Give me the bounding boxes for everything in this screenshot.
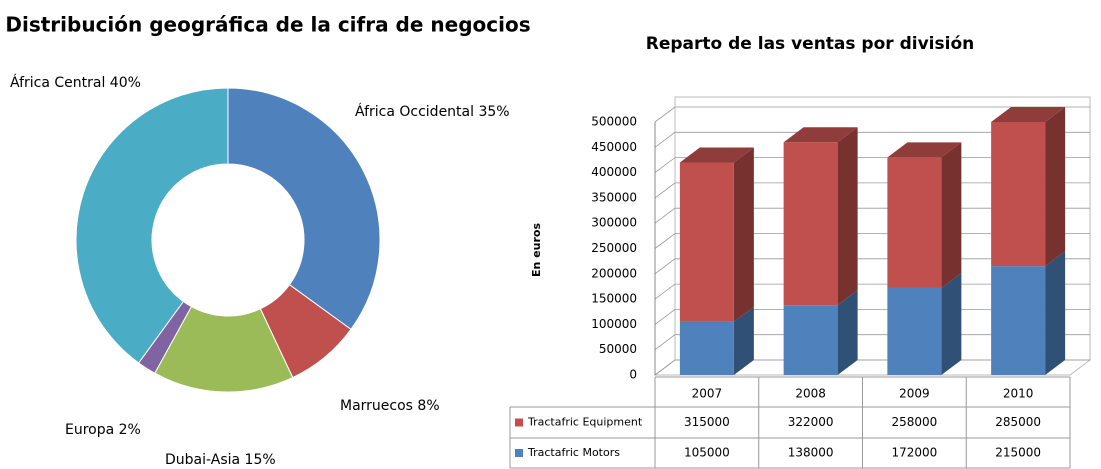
y-tick-label: 50000	[599, 342, 637, 356]
table-value: 315000	[684, 415, 730, 429]
bar-top	[679, 147, 754, 163]
grid-line	[654, 131, 1090, 148]
bar	[887, 287, 942, 375]
y-tick-label: 100000	[591, 317, 637, 331]
bar	[887, 157, 942, 288]
x-tick-label: 2009	[899, 387, 930, 401]
donut-slice	[75, 87, 229, 364]
slice-label: Europa 2%	[65, 422, 141, 438]
donut-slice	[227, 87, 381, 331]
bar-side	[941, 142, 962, 288]
legend-label: Tractafric Motors	[527, 446, 620, 459]
x-tick-label: 2007	[692, 387, 723, 401]
bar	[991, 122, 1046, 267]
bar-top	[887, 142, 962, 158]
y-tick-label: 450000	[591, 140, 637, 154]
x-tick-label: 2010	[1003, 387, 1034, 401]
bar	[783, 305, 838, 375]
bar	[783, 142, 838, 306]
bar-side	[733, 147, 754, 322]
x-tick-label: 2008	[795, 387, 826, 401]
table-value: 138000	[788, 446, 834, 460]
y-tick-label: 150000	[591, 292, 637, 306]
y-tick-label: 200000	[591, 266, 637, 280]
y-tick-label: 500000	[591, 115, 637, 129]
grid-line	[654, 106, 1090, 123]
legend-swatch	[515, 449, 523, 457]
bar	[679, 162, 734, 322]
legend-label: Tractafric Equipment	[527, 416, 643, 429]
y-tick-label: 350000	[591, 190, 637, 204]
y-tick-label: 0	[629, 368, 637, 382]
donut-title: Distribución geográfica de la cifra de n…	[5, 13, 530, 37]
y-tick-label: 300000	[591, 216, 637, 230]
table-value: 285000	[995, 415, 1041, 429]
y-axis-label: En euros	[530, 223, 543, 277]
bar-side	[1045, 251, 1066, 375]
bar-side	[837, 290, 858, 375]
table-value: 105000	[684, 446, 730, 460]
y-tick-label: 250000	[591, 241, 637, 255]
bar-side	[837, 127, 858, 306]
bar-side	[1045, 107, 1066, 267]
table-value: 215000	[995, 446, 1041, 460]
y-tick-label: 400000	[591, 165, 637, 179]
slice-label: África Central 40%	[10, 74, 141, 91]
bar-top	[783, 127, 858, 143]
bar-side	[733, 306, 754, 375]
legend-swatch	[515, 418, 523, 427]
slice-label: Marruecos 8%	[340, 398, 440, 414]
table-value: 258000	[891, 415, 937, 429]
bar-title: Reparto de las ventas por división	[646, 34, 974, 54]
bar	[991, 266, 1046, 375]
slice-label: África Occidental 35%	[355, 103, 510, 120]
bar-side	[941, 272, 962, 375]
slice-label: Dubai-Asia 15%	[165, 452, 276, 468]
table-value: 172000	[891, 446, 937, 460]
table-value: 322000	[788, 415, 834, 429]
bar-top	[991, 107, 1066, 122]
bar	[679, 321, 734, 375]
